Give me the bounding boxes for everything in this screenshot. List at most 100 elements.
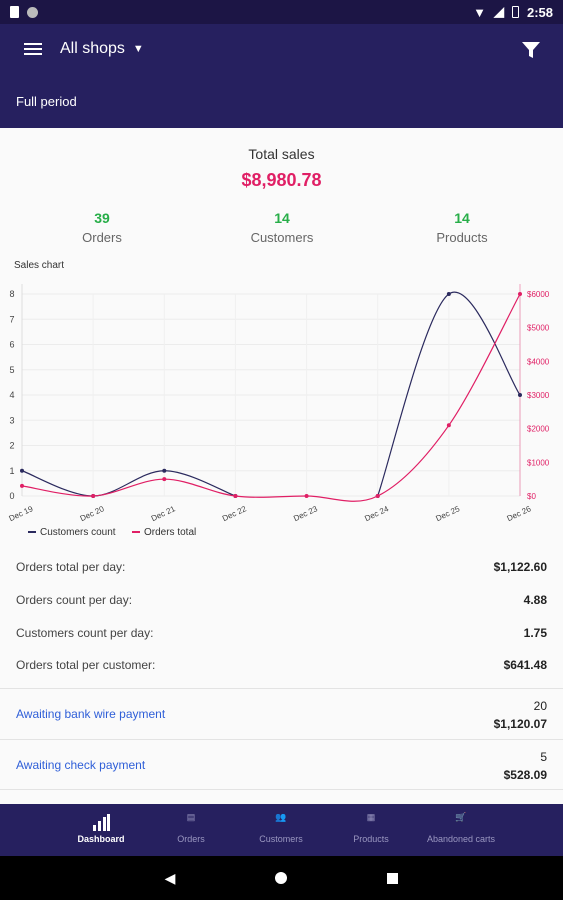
kpi-value: 14	[454, 210, 470, 226]
dropdown-arrow-icon: ▼	[132, 43, 144, 55]
battery-icon	[511, 6, 519, 18]
x-tick-label: Dec 24	[363, 504, 390, 523]
y-left-tick-label: 8	[9, 289, 14, 299]
y-right-tick-label: $3000	[527, 391, 550, 400]
order-state-link[interactable]: Awaiting check payment	[16, 758, 146, 772]
wifi-icon: ▼	[473, 4, 486, 20]
data-point	[446, 423, 451, 428]
kpi-customers: 14 Customers	[202, 210, 362, 245]
nav-label: Customers	[259, 834, 303, 844]
data-point	[446, 292, 451, 296]
sim-icon	[10, 6, 19, 18]
list-icon: ▤	[186, 812, 196, 822]
data-point	[91, 494, 96, 498]
legend-label: Orders total	[144, 527, 196, 538]
nav-products[interactable]: ▦ Products	[326, 804, 416, 856]
shop-selector[interactable]: All shops ▼	[60, 40, 144, 58]
data-point	[20, 483, 24, 488]
stat-label: Orders total per customer:	[16, 658, 156, 672]
order-state-row-partial[interactable]	[0, 789, 563, 804]
signal-icon: ◢	[493, 4, 504, 19]
chart-title: Sales chart	[14, 260, 65, 271]
x-tick-label: Dec 19	[8, 504, 35, 523]
back-icon[interactable]: ◀	[164, 869, 176, 886]
x-tick-label: Dec 22	[221, 504, 248, 523]
menu-icon[interactable]	[24, 40, 44, 58]
order-state-link[interactable]: Awaiting bank wire payment	[16, 707, 166, 721]
total-sales-title: Total sales	[248, 146, 315, 162]
order-state-row[interactable]: Awaiting check payment 5 $528.09	[0, 739, 563, 789]
legend-label: Customers count	[40, 527, 116, 538]
y-right-tick-label: $1000	[527, 458, 550, 467]
nav-customers[interactable]: 👥 Customers	[236, 804, 326, 856]
period-label[interactable]: Full period	[16, 94, 77, 109]
status-time: 2:58	[526, 4, 553, 20]
status-bar: ▼ ◢ 2:58	[0, 0, 563, 24]
x-tick-label: Dec 26	[506, 504, 533, 523]
recents-icon[interactable]	[387, 872, 399, 884]
y-right-tick-label: $4000	[527, 357, 550, 366]
circle-icon	[27, 6, 38, 18]
data-point	[162, 477, 167, 482]
stat-value: $641.48	[503, 658, 547, 672]
series-line	[21, 293, 521, 502]
stat-orders-total-per-day: Orders total per day: $1,122.60	[16, 560, 547, 574]
data-point	[304, 494, 309, 498]
x-tick-label: Dec 21	[150, 504, 177, 523]
kpi-orders: 39 Orders	[22, 210, 182, 245]
data-point	[233, 494, 238, 498]
y-left-tick-label: 3	[9, 415, 14, 425]
order-state-amount: $528.09	[503, 768, 547, 782]
stat-value: 1.75	[523, 626, 547, 640]
data-point	[518, 292, 522, 296]
stat-value: $1,122.60	[493, 560, 547, 574]
data-point	[20, 468, 24, 473]
y-left-tick-label: 1	[9, 466, 14, 476]
order-state-row[interactable]: Awaiting bank wire payment 20 $1,120.07	[0, 688, 563, 738]
nav-abandoned-carts[interactable]: 🛒 Abandoned carts	[416, 804, 506, 856]
y-right-tick-label: $2000	[527, 425, 550, 434]
x-tick-label: Dec 20	[79, 504, 106, 523]
data-point	[162, 468, 167, 473]
y-left-tick-label: 2	[9, 441, 14, 451]
order-state-amount: $1,120.07	[493, 717, 547, 731]
kpi-label: Orders	[82, 230, 122, 245]
stat-label: Customers count per day:	[16, 626, 154, 640]
total-sales-value: $8,980.78	[241, 170, 322, 190]
people-icon: 👥	[275, 812, 287, 822]
x-tick-label: Dec 23	[292, 504, 319, 523]
kpi-label: Customers	[250, 230, 314, 245]
y-left-tick-label: 4	[9, 390, 14, 400]
dashboard-content[interactable]: Total sales $8,980.78 39 Orders 14 Custo…	[0, 128, 563, 804]
nav-label: Dashboard	[77, 834, 125, 844]
stat-orders-count-per-day: Orders count per day: 4.88	[16, 593, 547, 607]
system-navigation-bar: ◀	[0, 856, 563, 900]
sales-chart: 0 1 2 3 4 5 6 7 8 Dec 19 Dec 20 Dec 21 Dec 22 Dec 23 D…	[8, 284, 550, 538]
y-right-tick-label: $0	[527, 492, 536, 501]
nav-label: Abandoned carts	[426, 834, 496, 844]
kpi-value: 39	[94, 210, 110, 226]
y-left-tick-label: 7	[9, 314, 14, 324]
order-state-count: 20	[533, 699, 547, 713]
y-left-tick-label: 0	[9, 491, 14, 501]
kpi-value: 14	[274, 210, 290, 226]
kpi-products: 14 Products	[382, 210, 542, 245]
data-point	[375, 494, 380, 498]
kpi-label: Products	[436, 230, 488, 245]
stat-orders-total-per-customer: Orders total per customer: $641.48	[16, 658, 547, 672]
y-right-tick-label: $5000	[527, 324, 550, 333]
data-point	[518, 393, 522, 397]
series-line	[21, 470, 236, 497]
shop-selector-label: All shops	[60, 40, 125, 57]
app-bar: All shops ▼ Full period	[0, 24, 563, 128]
stat-customers-count-per-day: Customers count per day: 1.75	[16, 626, 547, 640]
y-right-tick-label: $6000	[527, 290, 550, 299]
cart-icon: 🛒	[455, 812, 467, 822]
home-icon[interactable]	[275, 872, 288, 884]
stat-value: 4.88	[523, 593, 547, 607]
nav-label: Orders	[177, 834, 205, 844]
filter-icon[interactable]	[521, 40, 541, 60]
nav-orders[interactable]: ▤ Orders	[146, 804, 236, 856]
nav-dashboard[interactable]: Dashboard	[56, 804, 146, 856]
stat-label: Orders count per day:	[16, 593, 133, 607]
